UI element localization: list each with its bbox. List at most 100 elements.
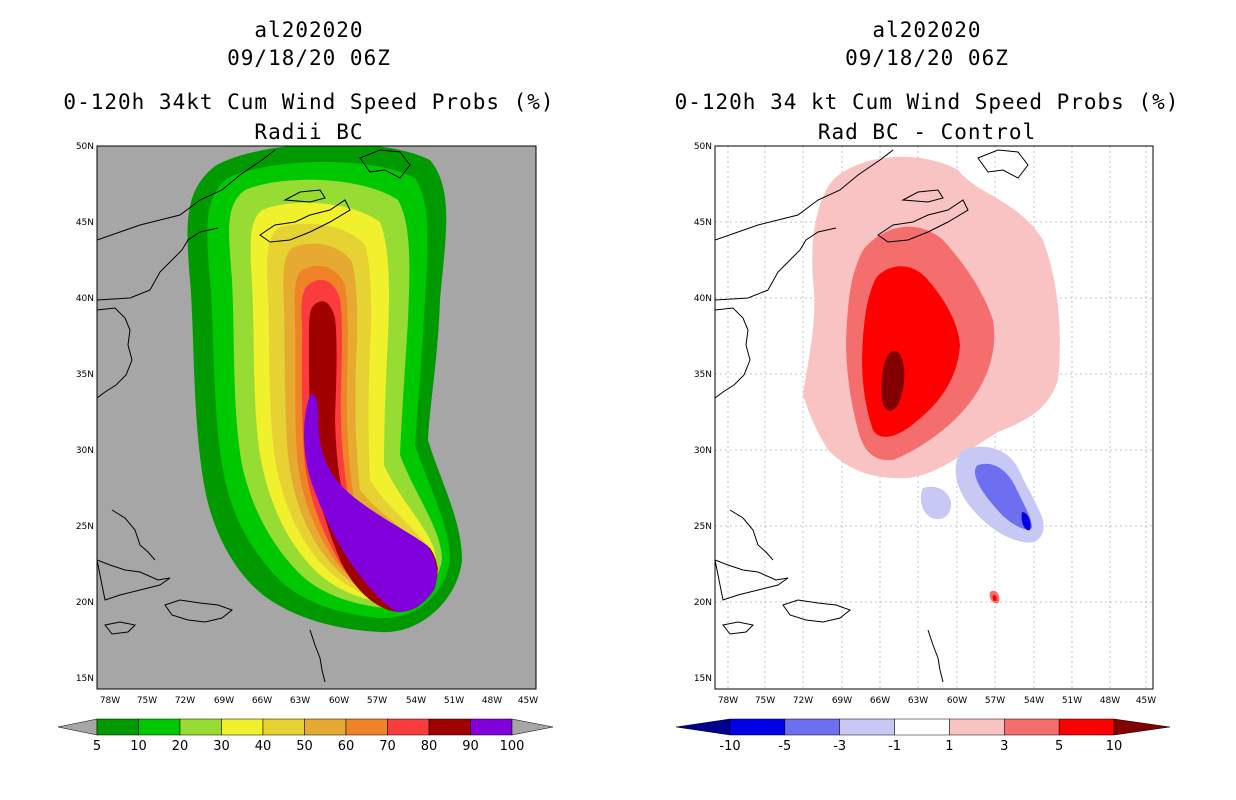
colorbar-swatch [894, 718, 950, 736]
lat-label: 30N [694, 446, 712, 456]
lon-label: 51W [444, 696, 464, 706]
colorbar-label: 30 [213, 739, 230, 754]
lon-label: 75W [137, 696, 157, 706]
lat-label: 40N [694, 294, 712, 304]
probability-contours [187, 146, 462, 633]
colorbar-label: 40 [255, 739, 272, 754]
colorbar-swatch [221, 718, 264, 736]
lon-label: 69W [832, 696, 852, 706]
right-panel: al202020 09/18/20 06Z 0-120h 34 kt Cum W… [618, 0, 1236, 800]
colorbar-swatch [262, 718, 305, 736]
map-frame [714, 145, 1154, 690]
lon-label: 66W [252, 696, 272, 706]
colorbar-under-arrow [57, 718, 98, 736]
colorbar-label: 5 [93, 739, 101, 754]
colorbar: 5 10 20 30 40 50 60 70 80 90 100 [57, 718, 554, 754]
lon-label: 48W [482, 696, 502, 706]
subtitle: Radii BC [254, 120, 364, 144]
lon-tick-labels: 78W 75W 72W 69W 66W 63W 60W 57W 54W 51W … [100, 696, 538, 706]
right-map: 50N 45N 40N 35N 30N 25N 20N 15N 78W 75W … [675, 142, 1171, 754]
colorbar-swatch [345, 718, 388, 736]
lon-label: 45W [1136, 696, 1156, 706]
colorbar-swatch [729, 718, 786, 736]
lat-label: 25N [76, 522, 94, 532]
lat-label: 35N [694, 370, 712, 380]
lon-label: 78W [100, 696, 120, 706]
lat-label: 25N [694, 522, 712, 532]
lat-tick-labels: 50N 45N 40N 35N 30N 25N 20N 15N [76, 142, 94, 684]
colorbar-swatch [1004, 718, 1060, 736]
lon-label: 45W [518, 696, 538, 706]
lon-label: 60W [329, 696, 349, 706]
colorbar-swatch [428, 718, 471, 736]
colorbar-under-arrow [675, 718, 731, 736]
colorbar-label: 3 [1000, 739, 1008, 754]
coastlines [97, 149, 411, 683]
lat-label: 30N [76, 446, 94, 456]
lon-label: 78W [718, 696, 738, 706]
map-frame [96, 145, 537, 690]
lon-label: 51W [1062, 696, 1082, 706]
lon-label: 75W [755, 696, 775, 706]
colorbar-label: 60 [338, 739, 355, 754]
colorbar-label: 70 [379, 739, 396, 754]
left-map: 50N 45N 40N 35N 30N 25N 20N 15N 78W 75W … [57, 142, 554, 754]
colorbar-swatch [304, 718, 347, 736]
colorbar-swatch [839, 718, 895, 736]
colorbar: -10 -5 -3 -1 1 3 5 10 [675, 718, 1171, 754]
lon-tick-labels: 78W 75W 72W 69W 66W 63W 60W 57W 54W 51W … [718, 696, 1156, 706]
lat-label: 50N [76, 142, 94, 152]
colorbar-label: 90 [462, 739, 479, 754]
lat-label: 45N [694, 218, 712, 228]
left-panel: al202020 09/18/20 06Z 0-120h 34kt Cum Wi… [57, 18, 555, 754]
colorbar-swatch [1058, 718, 1115, 736]
lat-label: 20N [76, 598, 94, 608]
colorbar-over-arrow [511, 718, 554, 736]
lon-label: 54W [1024, 696, 1044, 706]
colorbar-swatch [387, 718, 430, 736]
colorbar-label: -3 [833, 739, 846, 754]
lat-label: 50N [694, 142, 712, 152]
datetime-title: 09/18/20 06Z [227, 46, 391, 70]
lon-label: 63W [290, 696, 310, 706]
lon-label: 63W [908, 696, 928, 706]
colorbar-label: 1 [945, 739, 953, 754]
lon-label: 72W [793, 696, 813, 706]
datetime-title: 09/18/20 06Z [845, 46, 1009, 70]
lon-label: 57W [367, 696, 387, 706]
lon-label: 66W [870, 696, 890, 706]
colorbar-label: 5 [1055, 739, 1063, 754]
lon-label: 60W [947, 696, 967, 706]
lat-tick-labels: 50N 45N 40N 35N 30N 25N 20N 15N [694, 142, 712, 684]
lat-label: 45N [76, 218, 94, 228]
product-title: 0-120h 34kt Cum Wind Speed Probs (%) [63, 90, 555, 114]
colorbar-label: -5 [778, 739, 791, 754]
colorbar-label: 20 [172, 739, 189, 754]
lon-label: 48W [1100, 696, 1120, 706]
lon-label: 54W [406, 696, 426, 706]
lat-label: 20N [694, 598, 712, 608]
colorbar-swatch [470, 718, 513, 736]
difference-contours [803, 156, 1060, 604]
colorbar-swatch [784, 718, 840, 736]
colorbar-swatch [179, 718, 222, 736]
storm-id-title: al202020 [872, 18, 982, 42]
colorbar-label: 100 [500, 739, 525, 754]
lon-label: 69W [214, 696, 234, 706]
colorbar-label: 50 [296, 739, 313, 754]
lat-label: 15N [76, 674, 94, 684]
colorbar-swatch [96, 718, 139, 736]
colorbar-label: -10 [719, 739, 740, 754]
colorbar-label: -1 [888, 739, 901, 754]
colorbar-swatch [138, 718, 181, 736]
product-title: 0-120h 34 kt Cum Wind Speed Probs (%) [674, 90, 1180, 114]
lat-label: 35N [76, 370, 94, 380]
subtitle: Rad BC - Control [817, 120, 1037, 144]
lat-label: 40N [76, 294, 94, 304]
colorbar-label: 10 [130, 739, 147, 754]
lon-label: 57W [985, 696, 1005, 706]
lat-label: 15N [694, 674, 712, 684]
colorbar-label: 10 [1106, 739, 1123, 754]
lon-label: 72W [175, 696, 195, 706]
coastlines [715, 149, 1029, 683]
